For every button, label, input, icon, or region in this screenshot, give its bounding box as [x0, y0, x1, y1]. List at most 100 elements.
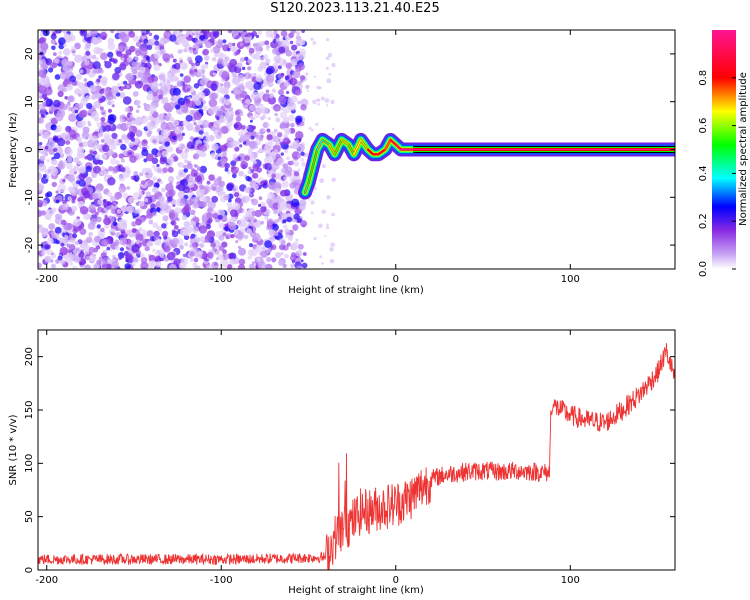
- noise-blob: [182, 216, 187, 221]
- noise-blob: [262, 93, 271, 102]
- noise-blob: [189, 244, 193, 248]
- noise-blob: [242, 66, 246, 71]
- noise-blob: [310, 200, 315, 205]
- noise-blob: [310, 128, 314, 132]
- noise-blob: [284, 228, 291, 235]
- noise-blob: [171, 220, 177, 226]
- noise-blob: [185, 114, 193, 122]
- noise-blob: [200, 145, 208, 152]
- noise-blob: [282, 60, 287, 65]
- noise-blob: [38, 209, 43, 218]
- noise-blob: [118, 31, 127, 41]
- noise-blob: [286, 156, 290, 161]
- noise-blob: [277, 202, 286, 211]
- noise-blob: [51, 158, 58, 166]
- noise-blob: [326, 104, 329, 107]
- noise-blob: [193, 65, 198, 70]
- noise-blob: [126, 230, 131, 235]
- noise-blob: [199, 165, 207, 174]
- noise-blob: [225, 120, 233, 128]
- noise-blob: [98, 159, 104, 165]
- noise-blob: [330, 99, 335, 105]
- noise-blob: [242, 141, 247, 145]
- noise-blob: [139, 172, 143, 177]
- noise-blob: [220, 259, 229, 268]
- noise-blob: [179, 62, 188, 71]
- noise-blob: [58, 40, 62, 45]
- noise-blob: [86, 153, 94, 161]
- noise-blob: [132, 215, 136, 219]
- noise-blob: [40, 78, 48, 86]
- noise-blob: [329, 259, 335, 264]
- noise-blob: [93, 165, 101, 174]
- noise-blob: [158, 94, 164, 100]
- noise-blob: [293, 213, 300, 220]
- noise-blob: [168, 212, 176, 219]
- noise-blob: [224, 162, 230, 169]
- noise-blob: [234, 157, 239, 163]
- noise-blob: [218, 235, 225, 241]
- noise-blob: [299, 79, 304, 84]
- noise-blob: [103, 208, 107, 212]
- noise-blob: [295, 250, 303, 257]
- noise-blob: [262, 54, 269, 60]
- noise-blob: [101, 154, 107, 160]
- noise-blob: [296, 43, 301, 47]
- noise-blob: [193, 257, 199, 263]
- noise-blob: [244, 187, 250, 194]
- colorbar-tick-label: 0.0: [698, 261, 709, 277]
- y-tick-label: 20: [24, 48, 35, 61]
- noise-blob: [266, 198, 273, 205]
- noise-blob: [98, 98, 104, 104]
- noise-blob: [249, 119, 253, 123]
- noise-blob: [147, 76, 155, 84]
- noise-blob: [130, 66, 134, 70]
- noise-blob: [157, 50, 161, 54]
- noise-blob: [119, 118, 125, 124]
- noise-blob: [42, 174, 47, 178]
- noise-blob: [55, 259, 60, 264]
- noise-blob: [49, 167, 59, 176]
- colorbar: 0.0 0.2 0.4 0.6 0.8 Normalized spectral ampl…: [698, 30, 749, 277]
- noise-blob: [267, 116, 271, 121]
- noise-blob: [182, 253, 187, 257]
- noise-blob: [73, 165, 80, 172]
- noise-blob: [240, 161, 249, 169]
- noise-blob: [230, 209, 238, 217]
- noise-blob: [163, 102, 172, 111]
- noise-blob: [295, 115, 303, 123]
- noise-blob: [91, 192, 99, 200]
- noise-blob: [190, 169, 199, 177]
- noise-blob: [198, 250, 203, 255]
- noise-blob: [53, 52, 57, 56]
- noise-blob: [96, 78, 101, 83]
- noise-blob: [48, 223, 56, 230]
- noise-blob: [57, 255, 63, 261]
- noise-blob: [186, 88, 191, 92]
- noise-blob: [288, 114, 295, 122]
- noise-blob: [59, 71, 68, 80]
- noise-blob: [165, 122, 175, 131]
- noise-blob: [264, 141, 274, 151]
- noise-blob: [227, 47, 231, 52]
- noise-blob: [256, 257, 262, 262]
- noise-blob: [188, 49, 194, 54]
- noise-blob: [51, 263, 56, 269]
- noise-blob: [58, 43, 65, 50]
- noise-blob: [251, 261, 256, 265]
- noise-blob: [278, 89, 284, 96]
- noise-blob: [116, 83, 121, 88]
- noise-blob: [331, 177, 336, 182]
- noise-blob: [127, 205, 135, 214]
- noise-blob: [42, 131, 51, 140]
- noise-blob: [38, 224, 41, 229]
- noise-blob: [102, 199, 107, 203]
- noise-blob: [236, 167, 240, 171]
- noise-blob: [122, 192, 128, 199]
- noise-blob: [99, 32, 108, 40]
- noise-blob: [124, 263, 131, 269]
- noise-blob: [79, 109, 88, 118]
- noise-blob: [227, 62, 234, 70]
- noise-blob: [64, 148, 73, 157]
- noise-blob: [88, 246, 95, 254]
